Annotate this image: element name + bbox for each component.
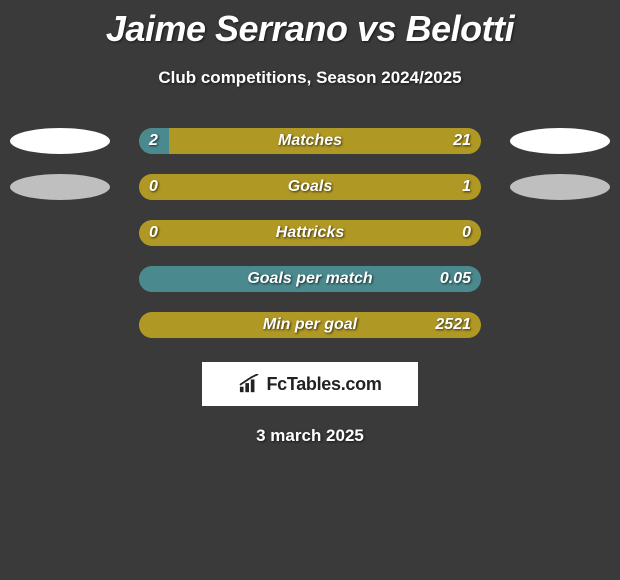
metric-label: Hattricks <box>276 224 344 242</box>
metric-value-right: 0 <box>462 224 471 242</box>
date-label: 3 march 2025 <box>256 426 364 446</box>
metric-row: Goals 0 1 <box>0 174 620 200</box>
metric-value-left: 0 <box>149 224 158 242</box>
metric-row: Goals per match 0.05 <box>0 266 620 292</box>
metric-value-left: 2 <box>149 132 158 150</box>
metric-value-right: 0.05 <box>440 270 471 288</box>
metric-value-left: 0 <box>149 178 158 196</box>
metric-value-right: 2521 <box>435 316 471 334</box>
page-subtitle: Club competitions, Season 2024/2025 <box>158 68 461 88</box>
brand-text: FcTables.com <box>266 374 381 395</box>
page-title: Jaime Serrano vs Belotti <box>106 8 514 50</box>
metric-row: Matches 2 21 <box>0 128 620 154</box>
metric-bar: Matches 2 21 <box>139 128 481 154</box>
comparison-chart: Jaime Serrano vs Belotti Club competitio… <box>0 0 620 446</box>
bar-chart-icon <box>238 374 260 394</box>
metric-row: Hattricks 0 0 <box>0 220 620 246</box>
metric-bar: Goals 0 1 <box>139 174 481 200</box>
metric-bar: Min per goal 2521 <box>139 312 481 338</box>
metric-bar: Goals per match 0.05 <box>139 266 481 292</box>
player-right-indicator <box>510 128 610 154</box>
metric-row: Min per goal 2521 <box>0 312 620 338</box>
metric-label: Min per goal <box>263 316 357 334</box>
metric-value-right: 1 <box>462 178 471 196</box>
metric-bar: Hattricks 0 0 <box>139 220 481 246</box>
player-right-indicator <box>510 174 610 200</box>
metric-rows: Matches 2 21 Goals 0 1 Hattricks 0 0 Goals per ma… <box>0 128 620 338</box>
metric-value-right: 21 <box>453 132 471 150</box>
player-left-indicator <box>10 174 110 200</box>
player-left-indicator <box>10 128 110 154</box>
brand-box[interactable]: FcTables.com <box>202 362 418 406</box>
metric-label: Matches <box>278 132 342 150</box>
metric-label: Goals <box>288 178 332 196</box>
metric-label: Goals per match <box>247 270 372 288</box>
